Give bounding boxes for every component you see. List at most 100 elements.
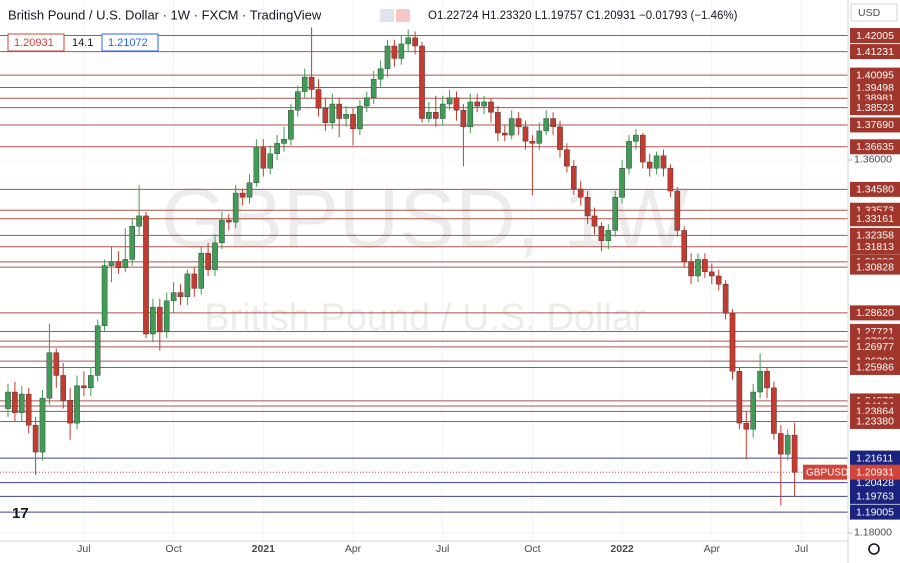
candle-body <box>60 375 66 401</box>
candle-body <box>170 292 177 302</box>
symbol-tag-box <box>803 464 847 480</box>
candle-body <box>702 259 708 273</box>
candle-body <box>709 271 715 277</box>
candle-body <box>660 155 667 169</box>
candle-body <box>446 97 453 105</box>
candle-body <box>253 147 260 183</box>
candle-body <box>502 132 508 136</box>
candle-body <box>329 103 336 123</box>
candle-body <box>101 265 108 326</box>
indicator-box <box>101 33 159 52</box>
candle-body <box>357 105 363 130</box>
grid <box>0 0 848 541</box>
level-label: 1.31813 <box>856 241 894 253</box>
candle-body <box>308 76 315 90</box>
level-label-box <box>850 181 900 197</box>
candle-body <box>32 424 39 453</box>
candle-body <box>288 110 294 140</box>
candle-body <box>219 219 225 244</box>
candle-body <box>495 112 501 134</box>
candle-body <box>343 114 349 119</box>
y-tick-label: 1.36000 <box>854 154 892 166</box>
candle-body <box>322 107 329 123</box>
candle-body <box>156 306 163 333</box>
candle-body <box>274 143 280 154</box>
candle-body <box>571 165 577 190</box>
candle-body <box>750 391 756 430</box>
candle-body <box>722 284 729 314</box>
candle-body <box>260 147 267 169</box>
logo: 17 <box>12 505 29 522</box>
settings-icon[interactable] <box>868 543 880 555</box>
candle-body <box>53 352 60 376</box>
icon[interactable] <box>380 9 394 22</box>
x-tick-label: Oct <box>524 543 540 555</box>
x-tick-label: Apr <box>704 543 721 555</box>
x-tick-label: 2022 <box>610 543 634 555</box>
candle-body <box>481 101 487 107</box>
candle-body <box>122 259 129 268</box>
candle-body <box>695 259 701 277</box>
level-label: 1.21611 <box>856 452 893 464</box>
candle-body <box>764 371 770 389</box>
candle-body <box>12 391 18 413</box>
candle-body <box>778 433 784 455</box>
currency-box[interactable] <box>850 3 898 22</box>
candle-body <box>453 97 460 111</box>
candle-body <box>108 261 115 266</box>
candle-body <box>729 313 736 372</box>
candle-body <box>591 215 598 227</box>
candle-body <box>633 134 639 142</box>
candle-body <box>87 375 94 389</box>
candle-body <box>784 434 791 455</box>
candle-body <box>370 78 377 98</box>
candle-body <box>301 76 308 92</box>
symbol-tag: GBPUSD <box>806 467 848 478</box>
level-label-box <box>850 100 900 116</box>
candle-body <box>225 219 232 223</box>
level-label: 1.36635 <box>856 141 894 153</box>
candle-body <box>412 37 418 47</box>
candle-body <box>143 215 149 335</box>
level-label: 1.41231 <box>856 46 894 58</box>
candle-body <box>364 97 370 107</box>
candle-body <box>405 37 412 45</box>
level-label: 1.19763 <box>856 491 894 503</box>
candle-body <box>184 273 191 297</box>
level-label-box <box>850 450 900 466</box>
candle-body <box>336 103 343 119</box>
candle-body <box>191 273 198 289</box>
candle-body <box>488 101 494 113</box>
settings-gear[interactable] <box>868 543 880 555</box>
level-label: 1.30828 <box>856 261 894 273</box>
last-price-label: 1.20931 <box>856 466 894 478</box>
indicator-value: 1.21072 <box>108 37 148 49</box>
ohlc-label: O1.22724 H1.23320 L1.19757 C1.20931 −0.0… <box>428 10 738 22</box>
candle-body <box>67 400 73 424</box>
candle-body <box>25 393 32 426</box>
candle-body <box>474 101 481 107</box>
level-label-box <box>850 227 900 243</box>
candle-body <box>5 391 11 409</box>
candle-body <box>129 226 136 260</box>
level-label: 1.28620 <box>856 307 894 319</box>
x-tick-label: 2021 <box>252 543 276 555</box>
level-label-box <box>850 139 900 155</box>
level-label: 1.19005 <box>856 506 894 518</box>
level-label: 1.26977 <box>856 341 894 353</box>
x-tick-label: Oct <box>165 543 181 555</box>
indicator-box <box>7 33 65 52</box>
candle-body <box>439 103 446 119</box>
candle-body <box>460 110 467 128</box>
candle-body <box>743 422 750 430</box>
candle-body <box>177 292 184 297</box>
level-label: 1.33161 <box>856 213 894 225</box>
candle-body <box>508 118 515 136</box>
candle-body <box>315 89 322 109</box>
candle-body <box>736 371 743 424</box>
candle-body <box>557 126 563 150</box>
icon[interactable] <box>396 9 410 22</box>
level-label-box <box>850 305 900 321</box>
level-label-box <box>850 117 900 133</box>
